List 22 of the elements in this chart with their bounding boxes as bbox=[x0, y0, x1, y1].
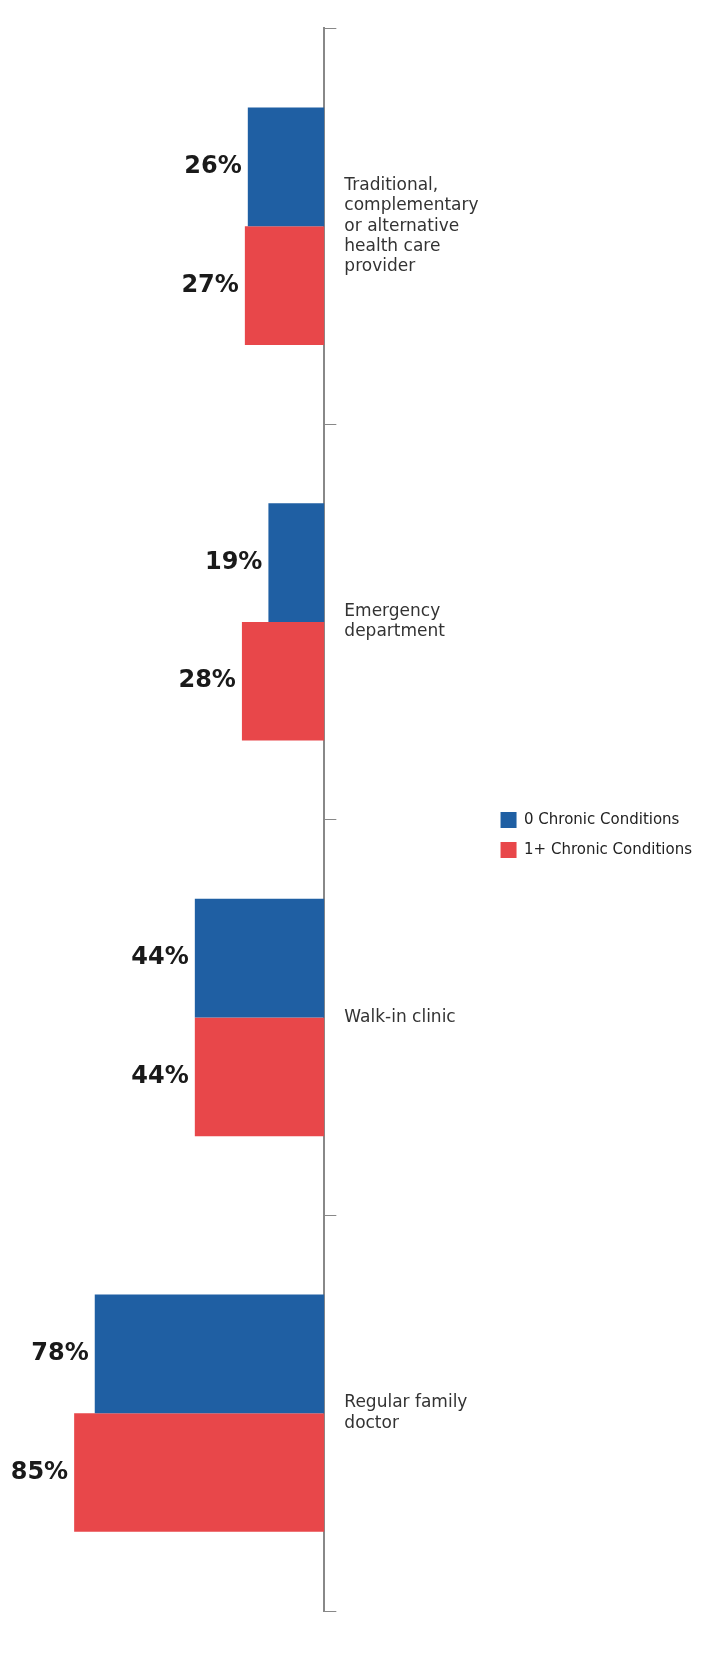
data-label: 27% bbox=[181, 269, 239, 298]
bar bbox=[74, 1413, 325, 1532]
bar bbox=[268, 503, 325, 622]
data-label: 78% bbox=[31, 1338, 89, 1367]
data-label: 85% bbox=[10, 1456, 69, 1485]
bar bbox=[244, 226, 325, 345]
data-label: 44% bbox=[131, 942, 189, 971]
legend-label: 0 Chronic Conditions bbox=[524, 809, 680, 828]
data-label: 26% bbox=[184, 151, 242, 180]
data-label: 19% bbox=[204, 546, 263, 575]
y-tick-label: Traditional, complementary or alternative health care provider bbox=[343, 173, 479, 276]
bar bbox=[241, 621, 325, 741]
data-label: 28% bbox=[178, 665, 236, 694]
bar bbox=[194, 1017, 325, 1137]
data-label: 44% bbox=[131, 1061, 189, 1090]
y-tick-label: Emergency department bbox=[344, 600, 446, 641]
y-tick-label: Walk-in clinic bbox=[344, 1005, 456, 1026]
y-tick-label: Regular family doctor bbox=[344, 1391, 468, 1432]
bar bbox=[247, 107, 325, 227]
bar bbox=[94, 1294, 325, 1414]
bar bbox=[194, 898, 325, 1018]
legend-label: 1+ Chronic Conditions bbox=[524, 839, 693, 858]
